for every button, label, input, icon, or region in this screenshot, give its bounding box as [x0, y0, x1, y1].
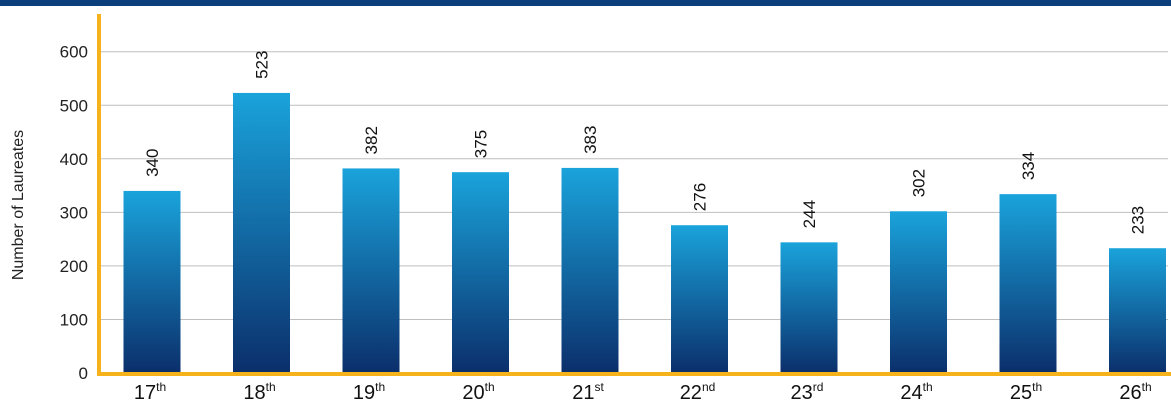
x-tick-label: 26th [1119, 380, 1151, 404]
bar [999, 194, 1057, 373]
bar [780, 242, 838, 373]
bar [342, 168, 400, 373]
bar-value-label: 383 [581, 126, 600, 154]
bar-value-label: 375 [472, 130, 491, 158]
x-tick-label: 25th [1010, 380, 1042, 404]
y-axis-title: Number of Laureates [10, 130, 27, 280]
y-tick-label: 100 [60, 310, 88, 329]
y-tick-label: 0 [79, 364, 88, 383]
y-tick-label: 200 [60, 257, 88, 276]
y-tick-label: 500 [60, 96, 88, 115]
bar-value-label: 340 [143, 149, 162, 177]
bar [452, 172, 509, 373]
bar-value-label: 244 [800, 200, 819, 228]
bar [890, 211, 947, 373]
bar [233, 92, 290, 373]
labels: 0 100 200 300 400 500 600 340 17th 523 18th 382 19th… [60, 43, 1152, 404]
bar-value-label: 233 [1129, 206, 1148, 234]
top-header-bar [0, 0, 1171, 6]
x-tick-label: 19th [353, 380, 385, 404]
bar [1109, 248, 1166, 373]
y-tick-label: 400 [60, 150, 88, 169]
y-tick-label: 600 [60, 43, 88, 62]
bar-value-label: 382 [362, 126, 381, 154]
y-tick-label: 300 [60, 203, 88, 222]
x-tick-label: 17th [134, 380, 166, 404]
bar-value-label: 302 [910, 169, 929, 197]
bar [561, 167, 619, 373]
bar-value-label: 523 [253, 51, 272, 79]
bar [123, 190, 181, 373]
x-tick-label: 20th [462, 380, 494, 404]
x-tick-label: 24th [900, 380, 932, 404]
x-tick-label: 22nd [680, 380, 716, 404]
x-tick-label: 21st [572, 380, 604, 404]
bar-value-label: 334 [1019, 152, 1038, 180]
x-tick-label: 18th [243, 380, 275, 404]
bar-value-label: 276 [691, 183, 710, 211]
bars [123, 92, 1166, 373]
axes [97, 14, 1171, 376]
x-tick-label: 23rd [791, 380, 824, 404]
bar [671, 225, 728, 373]
